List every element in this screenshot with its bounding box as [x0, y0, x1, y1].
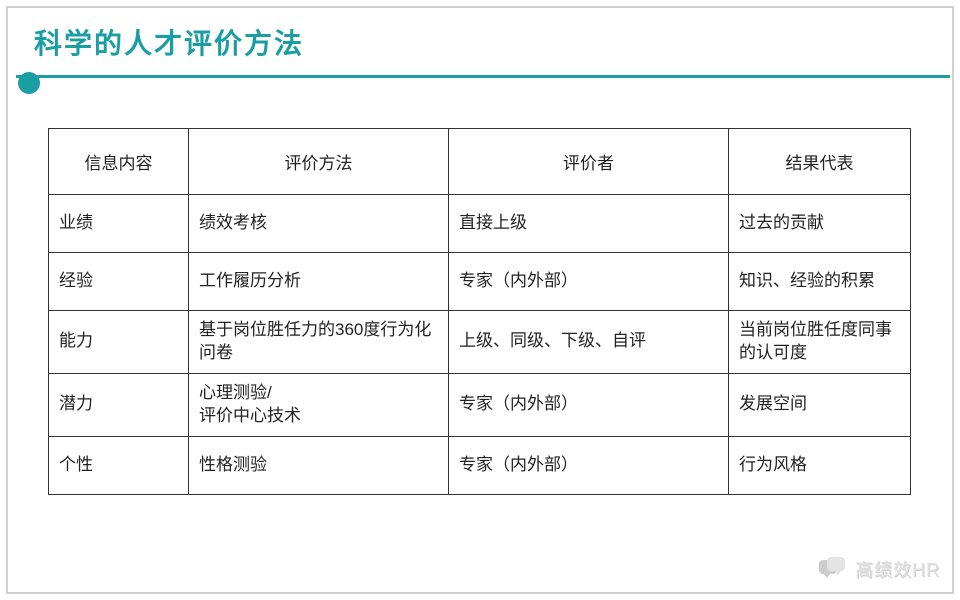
table-header-row: 信息内容 评价方法 评价者 结果代表: [49, 129, 911, 195]
cell: 行为风格: [729, 436, 911, 494]
cell: 发展空间: [729, 373, 911, 436]
col-header: 评价者: [449, 129, 729, 195]
cell: 性格测验: [189, 436, 449, 494]
table-row: 经验 工作履历分析 专家（内外部） 知识、经验的积累: [49, 253, 911, 311]
cell: 基于岗位胜任力的360度行为化问卷: [189, 311, 449, 374]
table-row: 潜力 心理测验/评价中心技术 专家（内外部） 发展空间: [49, 373, 911, 436]
title-underline: [16, 75, 950, 78]
cell: 绩效考核: [189, 195, 449, 253]
cell: 当前岗位胜任度同事的认可度: [729, 311, 911, 374]
col-header: 结果代表: [729, 129, 911, 195]
cell: 个性: [49, 436, 189, 494]
cell: 专家（内外部）: [449, 436, 729, 494]
col-header: 评价方法: [189, 129, 449, 195]
cell: 能力: [49, 311, 189, 374]
watermark-text: 高绩效HR: [855, 556, 940, 582]
evaluation-table: 信息内容 评价方法 评价者 结果代表 业绩 绩效考核 直接上级 过去的贡献 经验…: [48, 128, 911, 495]
cell: 上级、同级、下级、自评: [449, 311, 729, 374]
watermark: 高绩效HR: [819, 556, 940, 582]
cell: 潜力: [49, 373, 189, 436]
title-accent-dot: [18, 72, 40, 94]
cell: 专家（内外部）: [449, 373, 729, 436]
cell: 经验: [49, 253, 189, 311]
cell: 工作履历分析: [189, 253, 449, 311]
cell: 专家（内外部）: [449, 253, 729, 311]
evaluation-table-wrap: 信息内容 评价方法 评价者 结果代表 业绩 绩效考核 直接上级 过去的贡献 经验…: [48, 128, 910, 495]
cell: 过去的贡献: [729, 195, 911, 253]
cell: 心理测验/评价中心技术: [189, 373, 449, 436]
col-header: 信息内容: [49, 129, 189, 195]
slide-title-block: 科学的人才评价方法: [0, 0, 960, 72]
cell: 业绩: [49, 195, 189, 253]
cell: 知识、经验的积累: [729, 253, 911, 311]
wechat-chat-icon: [819, 557, 847, 581]
table-row: 能力 基于岗位胜任力的360度行为化问卷 上级、同级、下级、自评 当前岗位胜任度…: [49, 311, 911, 374]
slide-title: 科学的人才评价方法: [34, 22, 960, 62]
table-row: 个性 性格测验 专家（内外部） 行为风格: [49, 436, 911, 494]
table-row: 业绩 绩效考核 直接上级 过去的贡献: [49, 195, 911, 253]
cell: 直接上级: [449, 195, 729, 253]
